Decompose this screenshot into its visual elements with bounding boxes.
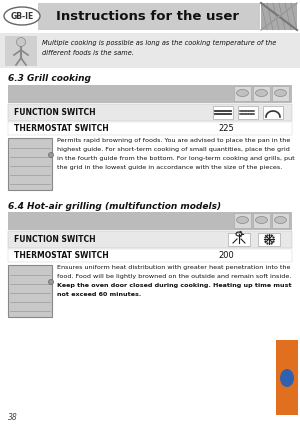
Ellipse shape [16, 37, 26, 46]
Bar [0, 33, 300, 68]
Bar [263, 106, 283, 119]
Ellipse shape [49, 153, 53, 158]
Bar [8, 249, 292, 262]
Bar [8, 85, 292, 103]
Text: not exceed 60 minutes.: not exceed 60 minutes. [57, 292, 141, 297]
Text: Ensures uniform heat distribution with greater heat penetration into the: Ensures uniform heat distribution with g… [57, 265, 290, 270]
Text: food. Food will be lightly browned on the outside and remain soft inside.: food. Food will be lightly browned on th… [57, 274, 291, 279]
Ellipse shape [4, 7, 40, 25]
Text: FUNCTION SWITCH: FUNCTION SWITCH [14, 235, 96, 244]
Ellipse shape [256, 216, 268, 224]
Text: 225: 225 [218, 124, 234, 133]
Bar [276, 340, 298, 415]
Text: 38: 38 [8, 414, 18, 422]
Text: different foods is the same.: different foods is the same. [42, 50, 134, 56]
Ellipse shape [280, 369, 294, 387]
Text: Permits rapid browning of foods. You are advised to place the pan in the: Permits rapid browning of foods. You are… [57, 138, 290, 143]
Text: GB-IE: GB-IE [11, 11, 34, 20]
Bar [8, 122, 292, 135]
Ellipse shape [236, 216, 248, 224]
Bar [8, 231, 292, 248]
Text: 200: 200 [218, 250, 234, 260]
Ellipse shape [256, 90, 268, 96]
Bar [8, 265, 52, 317]
Ellipse shape [49, 280, 53, 284]
Bar [261, 3, 297, 30]
Bar [253, 86, 270, 101]
Text: 6.4 Hot-air grilling (multifunction models): 6.4 Hot-air grilling (multifunction mode… [8, 202, 221, 211]
Ellipse shape [236, 90, 248, 96]
Bar [5, 36, 37, 66]
Bar [234, 213, 251, 228]
Text: Keep the oven door closed during cooking. Heating up time must: Keep the oven door closed during cooking… [57, 283, 292, 288]
Bar [258, 233, 280, 246]
Text: THERMOSTAT SWITCH: THERMOSTAT SWITCH [14, 250, 109, 260]
Bar [8, 104, 292, 121]
Text: Multiple cooking is possible as long as the cooking temperature of the: Multiple cooking is possible as long as … [42, 40, 276, 46]
Text: in the fourth guide from the bottom. For long-term cooking and grills, put: in the fourth guide from the bottom. For… [57, 156, 295, 161]
Bar [38, 3, 260, 30]
Bar [253, 213, 270, 228]
Bar [272, 213, 289, 228]
Text: highest guide. For short-term cooking of small quantities, place the grid: highest guide. For short-term cooking of… [57, 147, 290, 152]
Text: 6.3 Grill cooking: 6.3 Grill cooking [8, 74, 91, 83]
Text: THERMOSTAT SWITCH: THERMOSTAT SWITCH [14, 124, 109, 133]
Bar [213, 106, 233, 119]
Bar [272, 86, 289, 101]
Text: Instructions for the user: Instructions for the user [56, 9, 239, 23]
Ellipse shape [274, 216, 286, 224]
Bar [234, 86, 251, 101]
Bar [228, 233, 250, 246]
Bar [8, 138, 52, 190]
Ellipse shape [274, 90, 286, 96]
Text: the grid in the lowest guide in accordance with the size of the pieces.: the grid in the lowest guide in accordan… [57, 165, 282, 170]
Text: FUNCTION SWITCH: FUNCTION SWITCH [14, 108, 96, 116]
Bar [238, 106, 258, 119]
Bar [8, 212, 292, 230]
